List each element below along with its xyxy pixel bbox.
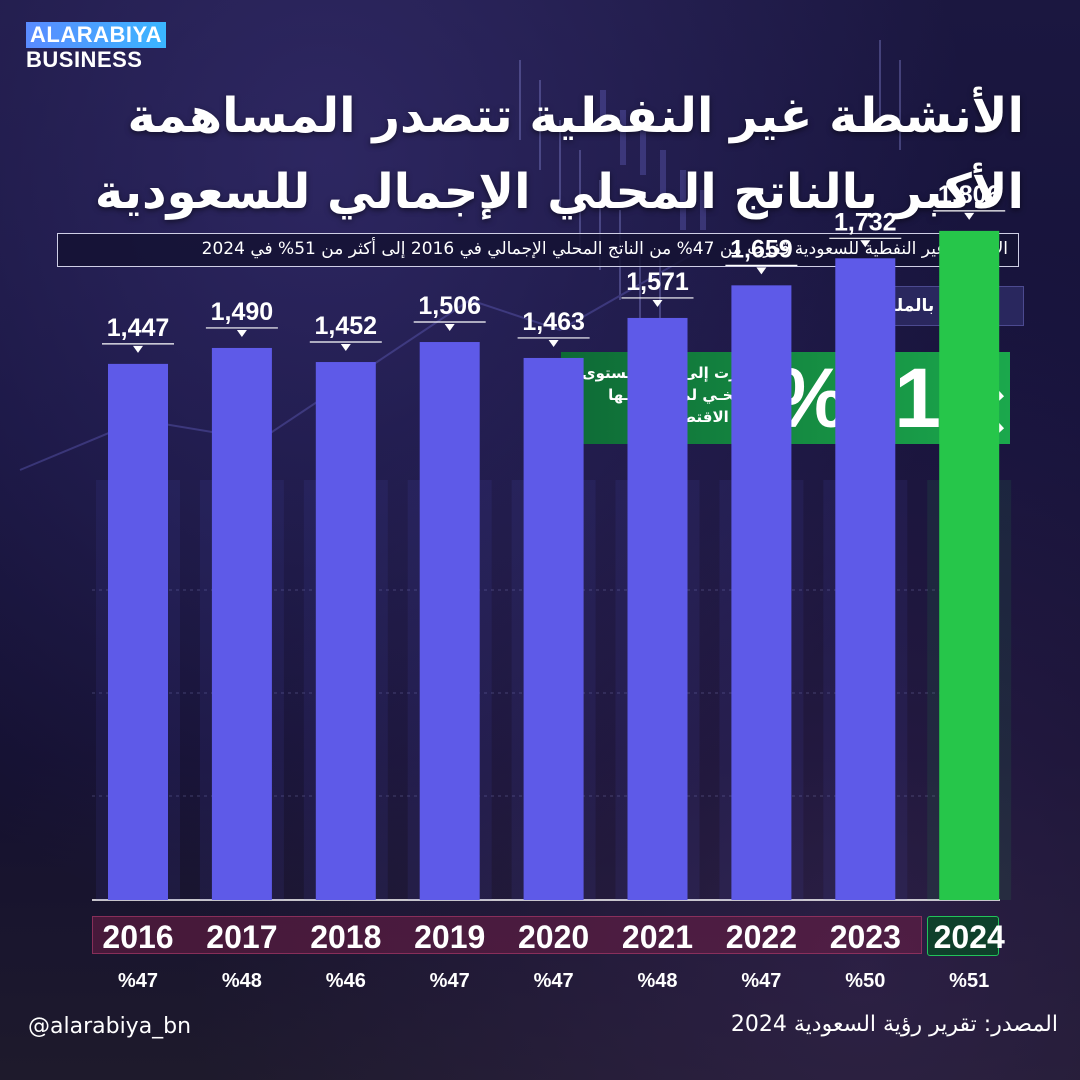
x-tick-label: 2021 <box>622 919 693 955</box>
value-label: 1,452 <box>315 312 378 340</box>
x-tick-label: 2023 <box>830 919 901 955</box>
brand-logo: ALARABIYA BUSINESS <box>26 22 167 72</box>
value-label-pointer <box>236 329 247 337</box>
value-label-pointer <box>652 299 663 307</box>
bar-2019 <box>419 342 480 901</box>
x-tick-label: 2022 <box>726 919 797 955</box>
x-tick-label: 2018 <box>310 919 381 955</box>
title-line-1: الأنشطة غير النفطية تتصدر المساهمة <box>127 88 1024 144</box>
share-label: %47 <box>118 970 158 992</box>
title-line-2: الأكبر بالناتج المحلي الإجمالي للسعودية <box>94 164 1024 220</box>
value-label-pointer <box>340 344 351 352</box>
share-label: %48 <box>637 970 677 992</box>
share-label: %50 <box>845 970 885 992</box>
brand-line2: BUSINESS <box>26 47 143 72</box>
share-label: %48 <box>222 970 262 992</box>
chart-title: الأنشطة غير النفطية تتصدر المساهمة الأكب… <box>44 78 1024 230</box>
value-label-pointer <box>548 339 559 347</box>
share-label: %51 <box>949 970 989 992</box>
bar-2022 <box>731 285 792 900</box>
social-handle: @alarabiya_bn <box>28 1014 192 1039</box>
value-label: 1,447 <box>107 314 170 342</box>
share-label: %46 <box>326 970 366 992</box>
bar-2017 <box>211 347 272 901</box>
bar-2016 <box>108 363 168 901</box>
value-label-pointer <box>444 324 455 332</box>
value-label-pointer <box>860 240 871 248</box>
bar-2023 <box>835 258 896 900</box>
x-tick-label: 2024 <box>934 919 1005 955</box>
source-note: المصدر: تقرير رؤية السعودية 2024 <box>730 1012 1058 1037</box>
bar-2018 <box>315 362 376 900</box>
value-label: 1,463 <box>522 308 585 336</box>
brand-line1: ALARABIYA <box>26 22 167 48</box>
share-label: %47 <box>430 970 470 992</box>
value-label: 1,571 <box>626 268 689 296</box>
value-label: 1,506 <box>418 292 481 320</box>
value-label-pointer <box>133 345 143 353</box>
x-tick-label: 2016 <box>102 919 173 955</box>
x-tick-label: 2019 <box>414 919 485 955</box>
years-band <box>92 916 922 954</box>
bar-chart: 1,447 2016 %47 1,490 2017 %48 1,452 2018 %46 1,50… <box>92 181 1012 992</box>
x-tick-label: 2020 <box>518 919 589 955</box>
value-label-pointer <box>756 267 767 275</box>
value-label: 1,490 <box>211 298 274 326</box>
value-label: 1,806 <box>938 181 1001 209</box>
value-label: 1,659 <box>730 235 793 263</box>
bar-2024 <box>939 230 1000 900</box>
bar-2021 <box>627 317 688 901</box>
share-label: %47 <box>741 970 781 992</box>
value-label: 1,732 <box>834 208 897 236</box>
highlight-year-box <box>927 916 999 956</box>
share-label: %47 <box>534 970 574 992</box>
x-tick-label: 2017 <box>206 919 277 955</box>
value-label-pointer <box>964 212 975 220</box>
bar-2020 <box>523 357 584 900</box>
